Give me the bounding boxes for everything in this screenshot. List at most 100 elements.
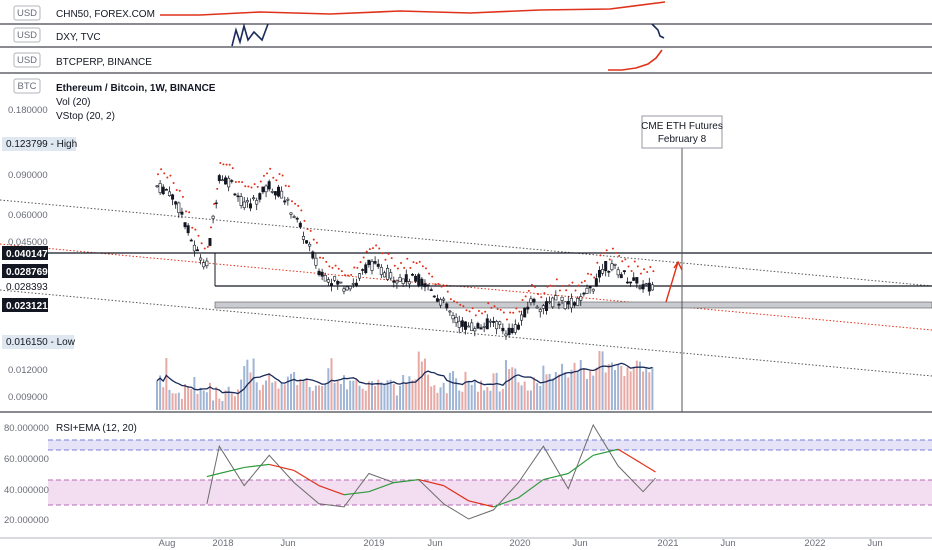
badge-usd-1 (13, 5, 41, 21)
candle (516, 322, 520, 331)
volume-bar (283, 384, 286, 410)
vstop-dot (347, 274, 350, 277)
candle-body (273, 191, 277, 196)
volume-bar (168, 389, 171, 410)
volume-bar (349, 380, 352, 410)
volume-bar (486, 387, 489, 410)
volume-bar (156, 380, 158, 410)
vstop-dot (496, 308, 499, 311)
vstop-dot (527, 289, 530, 292)
compare-pane-btcperp[interactable]: USD BTCPERP, BINANCE (0, 49, 932, 74)
vstop-dot (334, 264, 337, 267)
vstop-dot (568, 284, 571, 287)
candle-body (504, 333, 508, 337)
volume-bar (271, 382, 274, 410)
vstop-dot (534, 285, 537, 288)
volume-bar (458, 390, 461, 410)
ema-segment (206, 472, 220, 478)
vstop-dot (309, 229, 312, 232)
volume-bar (296, 385, 299, 410)
rsi-title[interactable]: RSI+EMA (12, 20) (56, 423, 137, 434)
vstop-dot (253, 183, 256, 186)
vstop-dot (300, 209, 303, 212)
vstop-dot (203, 247, 206, 250)
ema-segment (593, 448, 619, 456)
candle-body (439, 299, 443, 306)
candle (407, 278, 411, 289)
candle (641, 280, 645, 293)
candle (395, 279, 399, 289)
candle-body (164, 189, 168, 191)
candle (417, 272, 421, 288)
ema-segment (443, 485, 469, 502)
vstop-dot (262, 174, 265, 177)
candle (329, 278, 333, 292)
candle-body (339, 281, 343, 284)
candle (501, 323, 505, 335)
vstop-dot (409, 266, 412, 269)
volume-bar (604, 372, 607, 410)
price-tag-2 (2, 264, 48, 278)
cme-annotation[interactable]: CME ETH Futures February 8 (641, 115, 723, 412)
candle (513, 319, 517, 335)
candle-body (236, 195, 240, 198)
ema-segment (567, 454, 594, 474)
candle-body (445, 303, 449, 309)
vstop-dot (231, 167, 234, 170)
volume-bar (498, 391, 501, 410)
volume-bar (318, 385, 321, 410)
price-axis[interactable]: 0.180000 0.090000 0.060000 0.045000 0.01… (2, 105, 77, 403)
vstop-dot (549, 284, 552, 287)
volume-bar (439, 387, 442, 410)
vstop-dot (340, 270, 343, 273)
ema-segment (493, 497, 519, 508)
volume-bar (573, 362, 576, 410)
vstop-dot (462, 305, 465, 308)
candle (217, 173, 221, 184)
candle (591, 288, 595, 294)
compare-pane-dxy[interactable]: USD DXY, TVC (0, 22, 932, 48)
indicator-vol[interactable]: Vol (20) (56, 97, 90, 108)
main-title[interactable]: Ethereum / Bitcoin, 1W, BINANCE (56, 83, 216, 94)
candle-body (476, 323, 480, 329)
volume-bar (377, 379, 380, 410)
candle-body (367, 259, 371, 266)
vstop-dot (499, 308, 502, 311)
candle (488, 318, 492, 328)
candle-body (429, 289, 433, 291)
candle (180, 207, 184, 219)
time-axis[interactable]: Aug 2018 Jun 2019 Jun 2020 Jun 2021 Jun … (159, 538, 883, 549)
candle (189, 238, 193, 242)
candle (354, 278, 358, 288)
rsi-pane[interactable]: RSI+EMA (12, 20) 80.000000 60.000000 40.… (4, 423, 932, 526)
candle (333, 276, 337, 283)
volume-bar (648, 372, 651, 410)
candle-body (488, 320, 492, 323)
candle-body (569, 298, 573, 309)
badge-btc-text: BTC (18, 81, 37, 92)
vstop-dot (424, 267, 427, 270)
indicator-vstop[interactable]: VStop (20, 2) (56, 111, 115, 122)
vstop-dot (209, 226, 212, 229)
rsi-tick-80: 80.000000 (4, 423, 49, 434)
vstop-dot (315, 241, 318, 244)
vstop-dot (266, 172, 269, 175)
volume-bar (554, 371, 557, 410)
vstop-dot (206, 245, 209, 248)
volume-bar (174, 393, 177, 410)
candle-body (619, 274, 623, 279)
candle (551, 296, 555, 309)
candle (473, 326, 477, 337)
candle-body (638, 287, 642, 289)
badge-usd-3 (13, 52, 41, 68)
candle (308, 241, 312, 252)
volume-bar (364, 390, 367, 410)
candle-body (635, 277, 639, 284)
compare-pane-chn50[interactable]: USD CHN50, FOREX.COM (0, 1, 932, 25)
candle-body (283, 200, 287, 203)
candle (610, 259, 614, 272)
rsi-lower-band (48, 480, 932, 505)
candle (208, 238, 212, 247)
